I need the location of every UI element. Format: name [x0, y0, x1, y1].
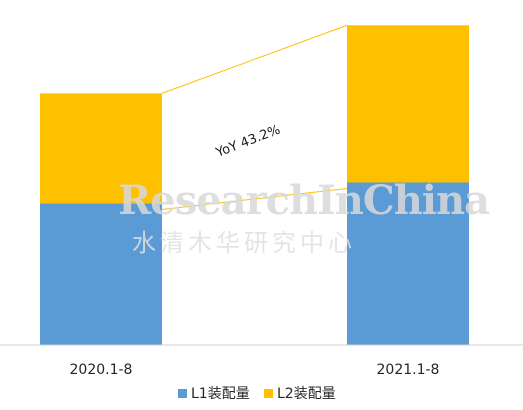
legend-label-l2: L2装配量: [277, 386, 336, 402]
yoy-connector-lines: [161, 24, 348, 210]
bar-l1-2021.1-8: [347, 182, 469, 345]
x-tick-label: 2020.1-8: [70, 362, 133, 378]
bars-layer: [40, 25, 469, 345]
watermark-en: ResearchInChina: [118, 177, 489, 224]
legend: L1装配量 L2装配量: [178, 386, 336, 402]
legend-swatch-l2: [264, 389, 273, 398]
x-tick-labels: 2020.1-8 2021.1-8: [70, 362, 440, 378]
bar-l2-2020.1-8: [40, 93, 162, 204]
watermark: ResearchInChina 水清木华研究中心: [118, 177, 490, 257]
bar-l1-2020.1-8: [40, 203, 162, 345]
watermark-cn: 水清木华研究中心: [132, 229, 356, 257]
legend-swatch-l1: [178, 389, 187, 398]
legend-label-l1: L1装配量: [191, 386, 250, 402]
bar-l2-2021.1-8: [347, 25, 469, 183]
x-tick-label: 2021.1-8: [377, 362, 440, 378]
connector-line-mid: [161, 188, 348, 210]
yoy-annotation: YoY 43.2%: [213, 123, 282, 162]
connector-line-top: [161, 24, 348, 94]
